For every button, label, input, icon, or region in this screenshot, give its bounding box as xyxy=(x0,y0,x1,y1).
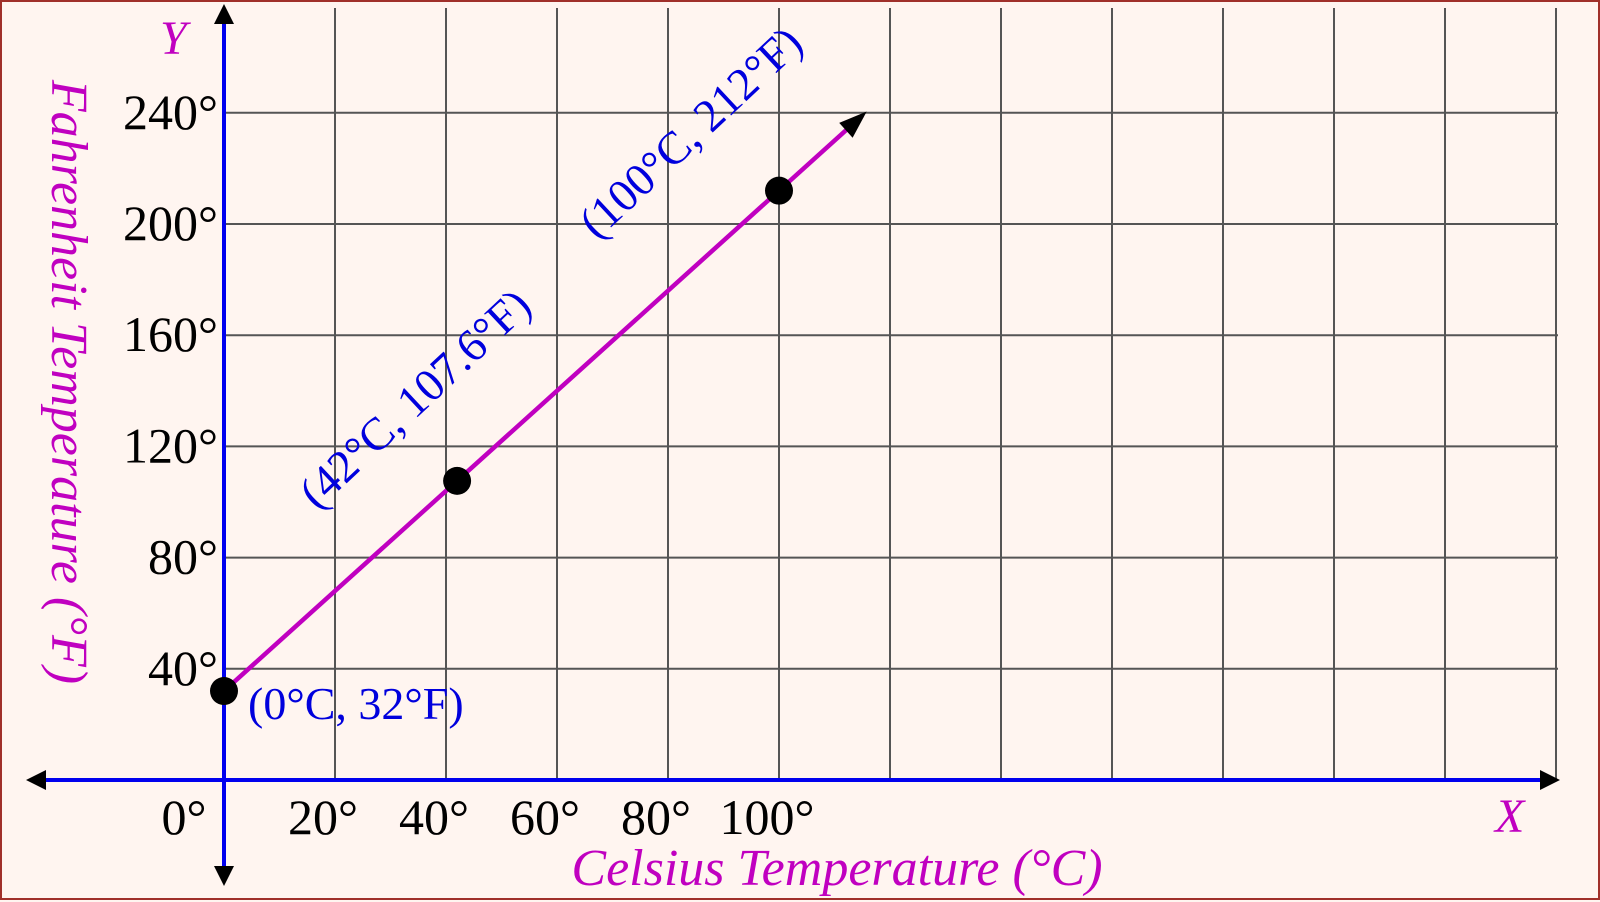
data-point xyxy=(765,176,793,205)
data-point xyxy=(210,677,238,706)
y-tick-label: 120° xyxy=(123,417,218,473)
tick-labels: 0° 20° 40° 60° 80° 100° 40° 80° 120° 160° 200° 240° xyxy=(123,84,815,845)
x-tick-label: 60° xyxy=(510,789,580,845)
axes xyxy=(26,4,1560,886)
data-point-label: (42°C, 107.6°F) xyxy=(289,279,540,518)
y-tick-label: 240° xyxy=(123,84,218,140)
y-tick-label: 200° xyxy=(123,195,218,251)
data-point-label: (0°C, 32°F) xyxy=(248,678,464,729)
x-axis-arrow-right-icon xyxy=(1540,770,1560,790)
conversion-line xyxy=(222,111,867,693)
y-tick-label: 80° xyxy=(148,529,218,585)
x-axis-label: Celsius Temperature (°C) xyxy=(571,840,1102,897)
x-tick-label: 100° xyxy=(720,789,815,845)
y-axis-arrow-up-icon xyxy=(214,4,234,24)
x-tick-label: 80° xyxy=(621,789,691,845)
data-point xyxy=(443,466,472,495)
y-tick-label: 160° xyxy=(123,306,218,362)
x-tick-label: 0° xyxy=(162,789,207,845)
y-axis-letter: Y xyxy=(160,12,191,65)
x-axis-arrow-left-icon xyxy=(26,770,46,790)
x-axis-letter: X xyxy=(1493,790,1526,843)
y-tick-label: 40° xyxy=(148,640,218,696)
x-tick-label: 20° xyxy=(288,789,358,845)
y-axis-arrow-down-icon xyxy=(214,866,234,886)
data-point-label: (100°C, 212°F) xyxy=(569,16,812,248)
series-line xyxy=(222,113,864,693)
x-tick-label: 40° xyxy=(399,789,469,845)
line-arrow-icon xyxy=(839,111,867,138)
y-axis-label: Fahrenheit Temperature (°F) xyxy=(40,79,97,684)
